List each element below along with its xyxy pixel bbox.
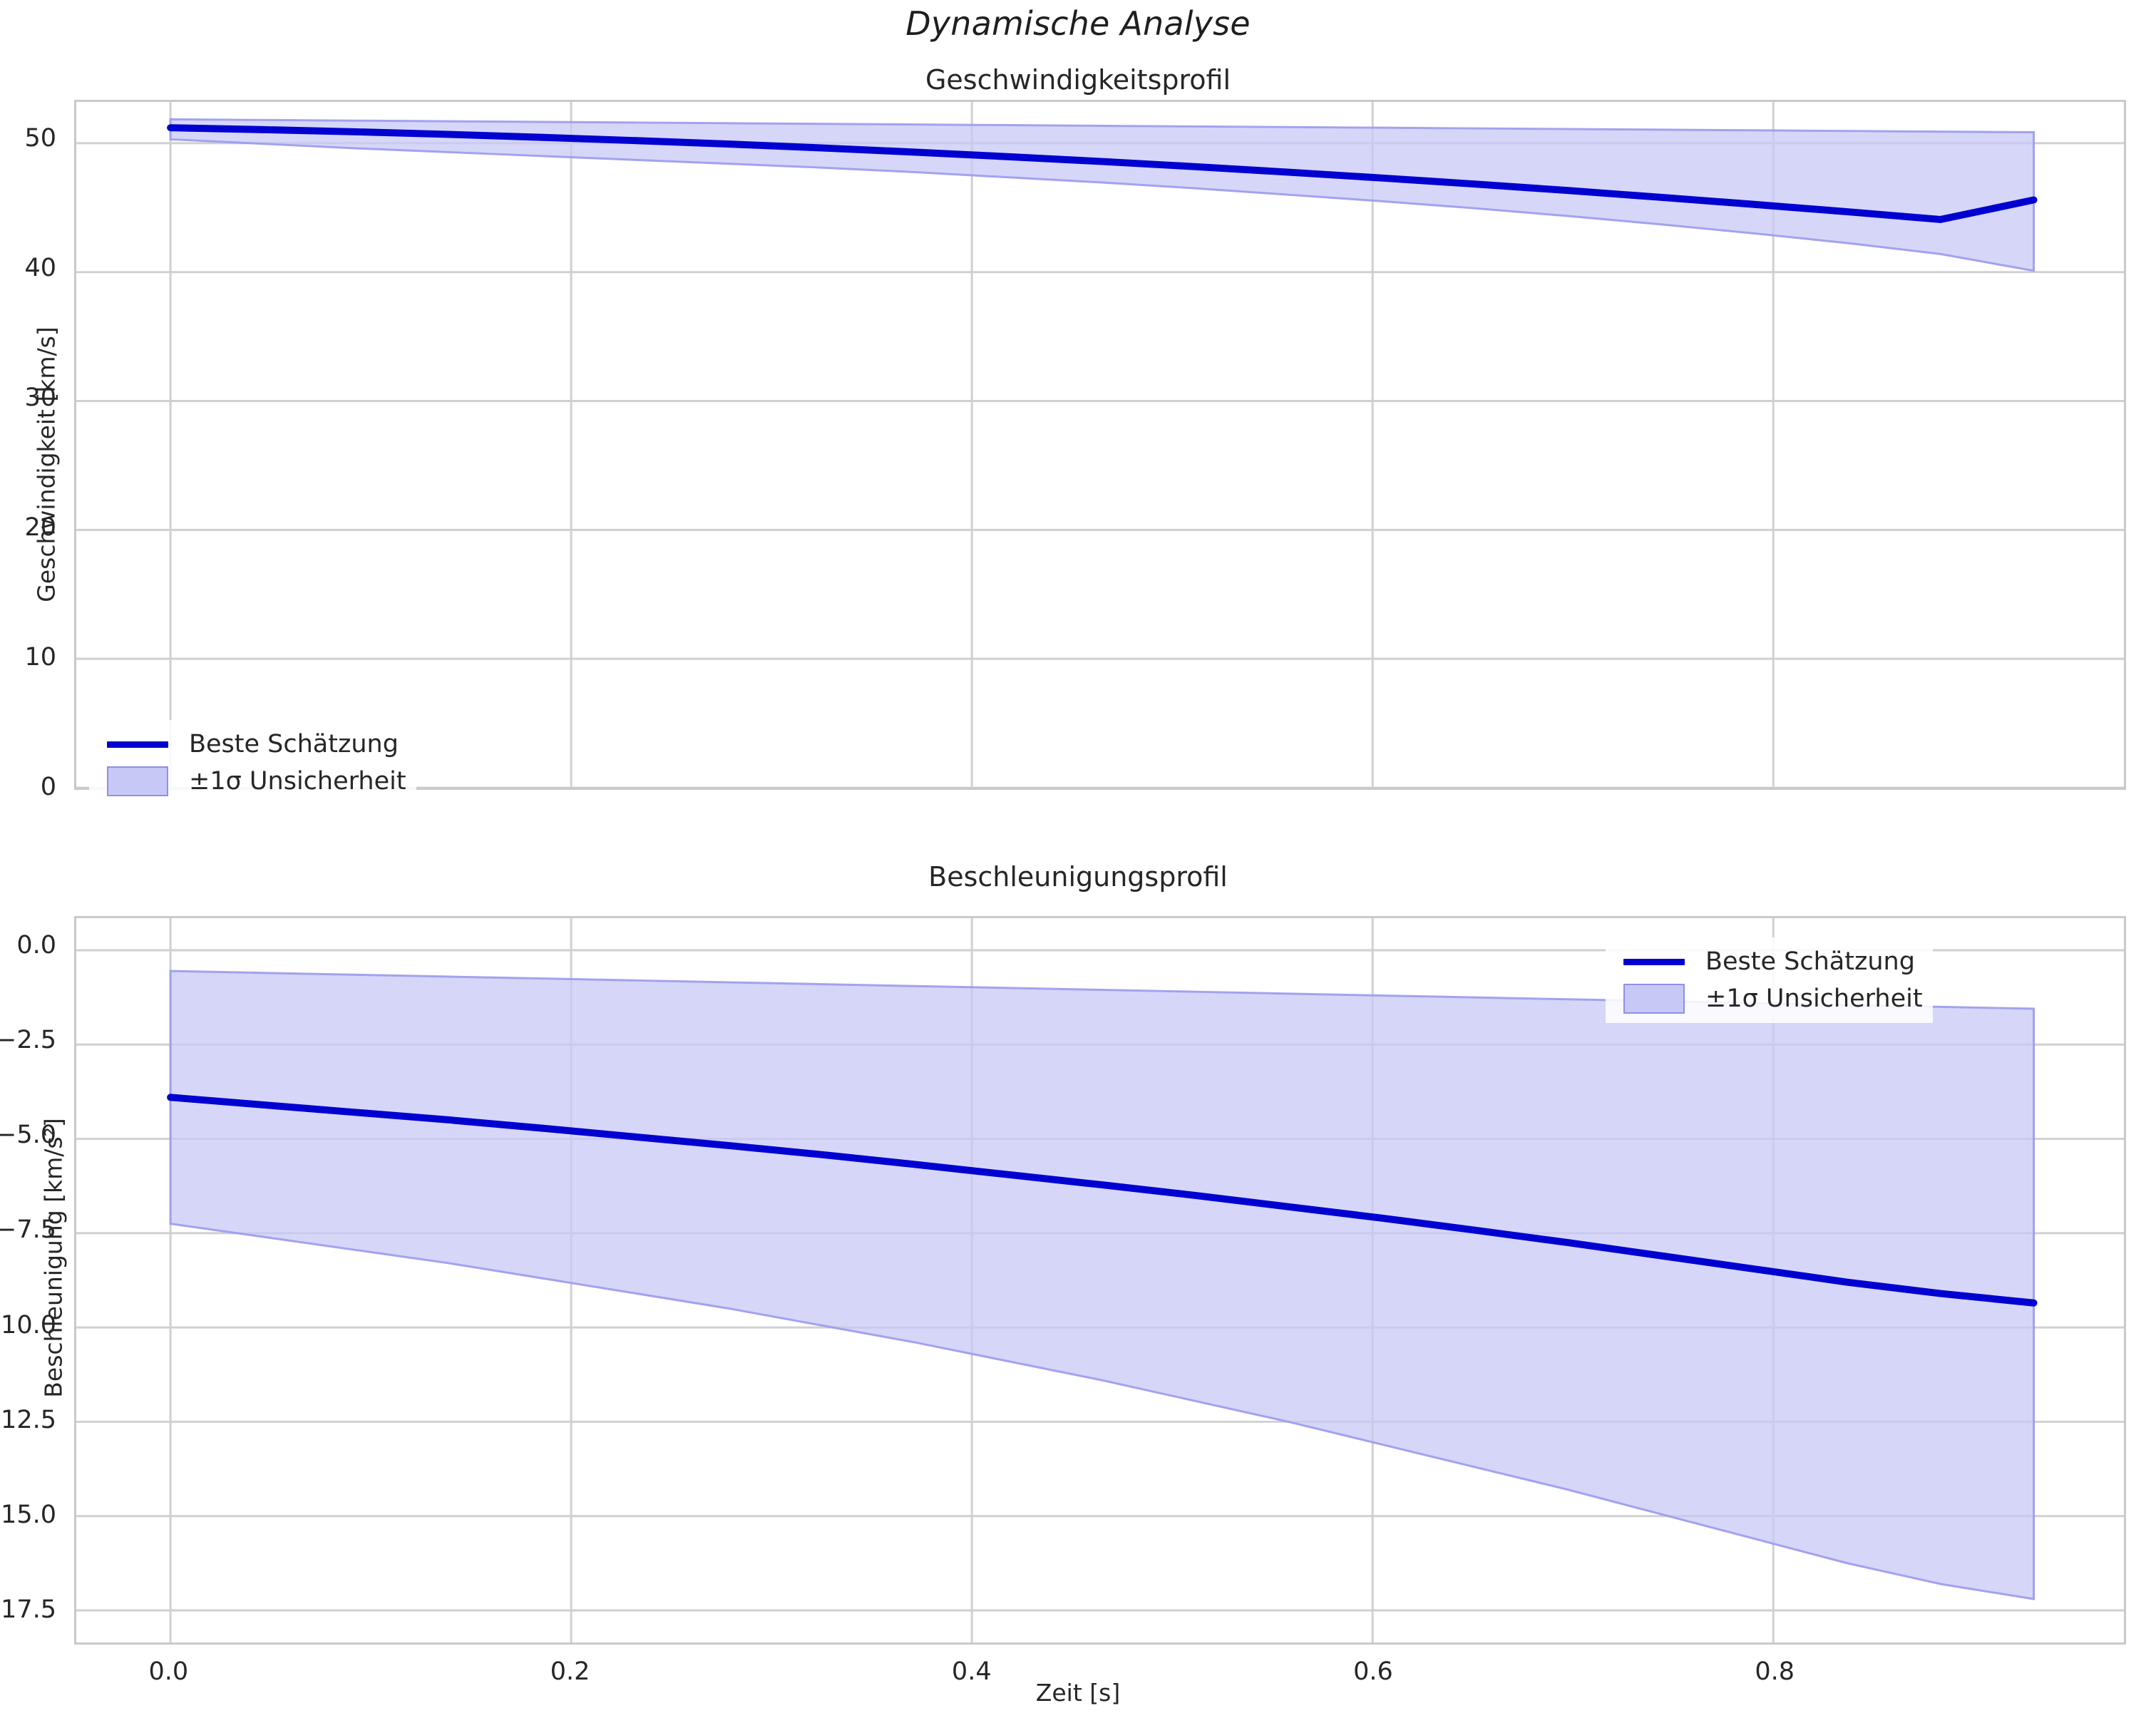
subplot-1-ytick: −10.0 bbox=[0, 1310, 56, 1339]
figure-suptitle: Dynamische Analyse bbox=[905, 4, 1251, 43]
subplot-1-ytick: −15.0 bbox=[0, 1500, 56, 1529]
subplot-0-ylabel: Geschwindigkeit [km/s] bbox=[32, 326, 61, 602]
legend-entry-band: ±1σ Unsicherheit bbox=[1616, 980, 1923, 1017]
legend-band-label: ±1σ Unsicherheit bbox=[1705, 984, 1923, 1013]
subplot-1-xtick: 0.8 bbox=[1755, 1657, 1795, 1686]
subplot-1-xtick: 0.2 bbox=[550, 1657, 590, 1686]
legend-band-swatch bbox=[99, 766, 176, 796]
subplot-0-ytick: 0 bbox=[40, 773, 56, 801]
legend-line-swatch bbox=[1616, 958, 1693, 965]
subplot-1-legend: Beste Schätzung ±1σ Unsicherheit bbox=[1606, 937, 1933, 1023]
subplot-1-ytick: −7.5 bbox=[0, 1215, 56, 1245]
legend-line-label: Beste Schätzung bbox=[1705, 947, 1915, 976]
subplot-1-title: Beschleunigungsprofil bbox=[928, 861, 1228, 893]
subplot-0-ytick: 10 bbox=[24, 643, 56, 672]
legend-line-swatch bbox=[99, 741, 176, 748]
subplot-0-svg bbox=[76, 102, 2124, 788]
subplot-1-xtick: 0.0 bbox=[148, 1657, 189, 1686]
subplot-1-ytick: −12.5 bbox=[0, 1405, 56, 1434]
subplot-1-xtick: 0.6 bbox=[1353, 1657, 1393, 1686]
legend-entry-band: ±1σ Unsicherheit bbox=[99, 763, 406, 800]
subplot-0-title: Geschwindigkeitsprofil bbox=[925, 64, 1231, 96]
subplot-0-legend: Beste Schätzung ±1σ Unsicherheit bbox=[89, 720, 416, 806]
legend-band-label: ±1σ Unsicherheit bbox=[189, 767, 406, 796]
legend-entry-line: Beste Schätzung bbox=[1616, 943, 1923, 980]
legend-band-swatch bbox=[1616, 984, 1693, 1014]
subplot-0-ytick: 20 bbox=[24, 513, 56, 542]
subplot-1-plot-area bbox=[74, 916, 2126, 1645]
subplot-0-ytick: 40 bbox=[24, 254, 56, 283]
subplot-1-xtick: 0.4 bbox=[951, 1657, 992, 1686]
legend-line-label: Beste Schätzung bbox=[189, 730, 399, 758]
subplot-1-ytick: −2.5 bbox=[0, 1026, 56, 1055]
subplot-0-ytick: 50 bbox=[24, 124, 56, 153]
subplot-1-svg bbox=[76, 918, 2124, 1642]
subplot-1-ytick: −17.5 bbox=[0, 1595, 56, 1624]
legend-entry-line: Beste Schätzung bbox=[99, 726, 406, 763]
subplot-1-ytick: −5.0 bbox=[0, 1121, 56, 1150]
subplot-0-ytick: 30 bbox=[24, 384, 56, 413]
subplot-1-xlabel: Zeit [s] bbox=[1035, 1679, 1121, 1707]
subplot-0-plot-area bbox=[74, 100, 2126, 790]
subplot-1-ytick: 0.0 bbox=[16, 931, 56, 960]
